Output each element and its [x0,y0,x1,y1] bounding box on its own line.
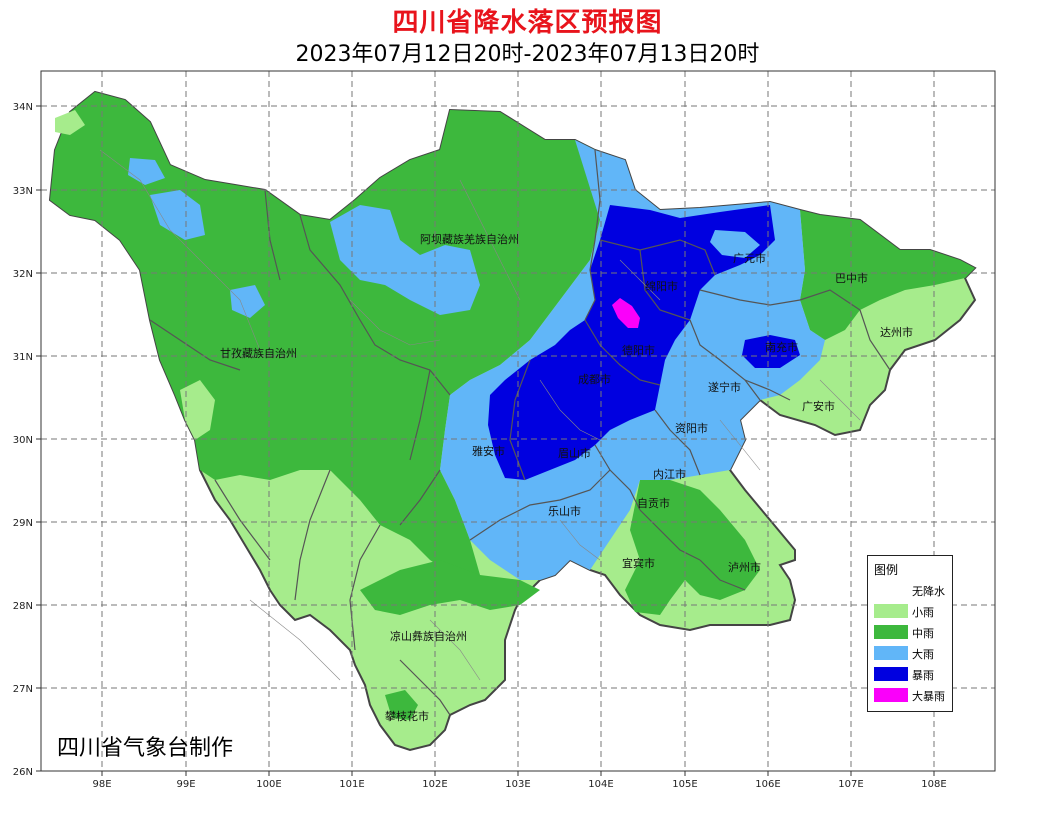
legend-label: 暴雨 [912,669,934,682]
lat-label: 27N [13,684,33,695]
place-label: 遂宁市 [708,380,741,394]
legend-label: 大雨 [912,648,934,661]
place-label: 南充市 [765,340,798,354]
lat-label: 33N [13,186,33,197]
place-label: 资阳市 [675,421,708,435]
lat-label: 31N [13,352,33,363]
legend-swatch-moderate-rain [874,625,908,639]
lat-label: 30N [13,435,33,446]
place-label: 乐山市 [548,504,581,518]
lat-label: 29N [13,518,33,529]
region-heavy-rain-west-patch [230,285,265,318]
lat-label: 26N [13,767,33,778]
region-torrential-rain [612,298,640,328]
legend-swatch-heavy-rain [874,646,908,660]
place-label: 泸州市 [728,560,761,574]
lat-label: 34N [13,102,33,113]
place-label: 成都市 [578,372,611,386]
region-light-rain-nw-patch [55,110,85,135]
region-heavy-rain-central-patch [150,190,205,240]
lon-label: 106E [755,779,780,790]
legend-label: 中雨 [912,627,934,640]
admin-boundaries [149,149,891,716]
lat-label: 32N [13,269,33,280]
place-label: 绵阳市 [645,279,678,293]
legend-item: 暴雨 [874,666,950,682]
place-label: 广安市 [802,399,835,413]
region-moderate-rain-south [625,480,760,615]
lon-label: 108E [921,779,946,790]
place-label: 宜宾市 [622,556,655,570]
graticule [41,71,995,771]
legend-label: 小雨 [912,606,934,619]
region-moderate-rain-spot [385,690,418,720]
place-label: 自贡市 [637,496,670,510]
legend-swatch-rainstorm [874,667,908,681]
place-label: 巴中市 [835,271,868,285]
lon-label: 107E [838,779,863,790]
lon-label: 99E [176,779,195,790]
legend-swatch-light-rain [874,604,908,618]
legend-item: 无降水 [874,582,950,598]
legend-title: 图例 [874,563,899,577]
legend-label: 无降水 [912,585,945,598]
map-title: 四川省降水落区预报图 [392,8,663,38]
region-light-rain-west-patch [180,380,215,440]
place-label: 攀枝花市 [385,709,429,723]
place-label: 内江市 [653,467,686,481]
region-heavy-rain-hole [710,230,760,258]
place-label: 德阳市 [622,343,655,357]
place-label: 雅安市 [472,444,505,458]
place-label: 阿坝藏族羌族自治州 [420,232,519,246]
lon-label: 100E [256,779,281,790]
lon-label: 101E [339,779,364,790]
region-rainstorm-east [742,335,800,368]
legend: 图例 无降水 小雨 中雨 大雨 暴雨 大暴雨 [867,555,953,712]
tick-marks [36,105,935,776]
lon-label: 103E [505,779,530,790]
legend-swatch-no-rain [874,583,908,597]
legend-item: 中雨 [874,624,950,640]
legend-item: 小雨 [874,603,950,619]
legend-swatch-torrential-rain [874,688,908,702]
place-label: 达州市 [880,325,913,339]
place-label: 凉山彝族自治州 [390,629,467,643]
lat-label: 28N [13,601,33,612]
legend-item: 大雨 [874,645,950,661]
region-rainstorm [488,205,775,480]
county-boundaries [99,149,861,681]
legend-label: 大暴雨 [912,690,945,703]
lon-label: 98E [92,779,111,790]
place-label: 甘孜藏族自治州 [220,346,297,360]
legend-item: 大暴雨 [874,687,950,703]
forecast-period: 2023年07月12日20时-2023年07月13日20时 [295,42,760,67]
region-heavy-rain-north [330,205,480,315]
issuer-credit: 四川省气象台制作 [57,736,234,761]
place-label: 眉山市 [558,446,591,460]
lon-label: 102E [422,779,447,790]
region-moderate-rain-southwest [360,560,540,615]
lon-label: 105E [672,779,697,790]
place-label: 广元市 [733,251,766,265]
lon-label: 104E [588,779,613,790]
region-moderate-rain-east [800,210,975,340]
